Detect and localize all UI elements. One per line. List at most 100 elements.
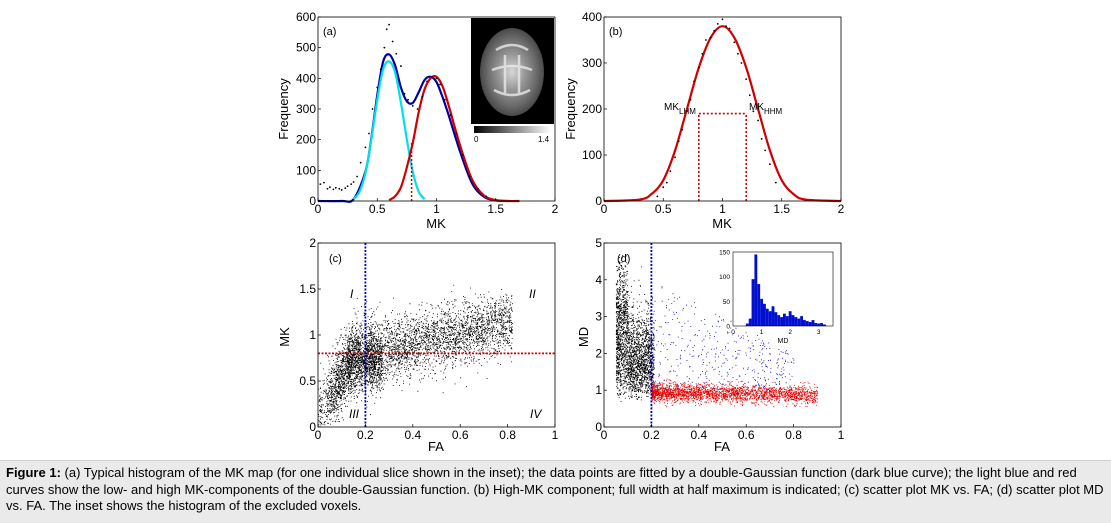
data-point bbox=[485, 195, 488, 198]
x-tick-label: 0.4 bbox=[690, 428, 707, 442]
y-tick-label: 1 bbox=[309, 328, 316, 342]
panel-d-frame bbox=[603, 242, 842, 428]
panel-a-ylabel: Frequency bbox=[276, 78, 291, 140]
y-tick-label: 1 bbox=[595, 383, 602, 397]
x-tick-label: 1.5 bbox=[487, 202, 504, 216]
inset-y-tick-label: 100 bbox=[719, 274, 730, 281]
included-voxels bbox=[615, 254, 655, 402]
inset-bar bbox=[803, 320, 806, 326]
y-tick-label: 1.5 bbox=[299, 282, 316, 296]
y-tick-label: 200 bbox=[582, 102, 602, 116]
inset-xlabel: MD bbox=[778, 338, 789, 345]
x-tick-label: 0.8 bbox=[785, 428, 802, 442]
inset-bar bbox=[808, 322, 812, 326]
x-tick-label: 0 bbox=[315, 428, 322, 442]
y-tick-label: 0 bbox=[309, 194, 316, 208]
data-point bbox=[468, 175, 471, 178]
data-point bbox=[344, 187, 347, 190]
x-tick-label: 2 bbox=[552, 202, 559, 216]
data-point bbox=[449, 114, 452, 117]
panel-d: (d) 0 0.2 0.4 0.6 0.8 1 0 1 2 3 4 5 FA MD 0 1 2 3 0 50… bbox=[576, 236, 845, 454]
data-point bbox=[400, 65, 402, 67]
inset-y-tick-label: 50 bbox=[723, 299, 731, 306]
data-point bbox=[669, 170, 672, 173]
data-point bbox=[338, 187, 341, 190]
data-point bbox=[709, 36, 712, 39]
series-line bbox=[352, 60, 426, 200]
inset-bar bbox=[780, 317, 783, 326]
inset-y-tick-label: 150 bbox=[719, 250, 730, 257]
x-tick-label: 1 bbox=[719, 202, 726, 216]
inset-bar bbox=[811, 320, 815, 326]
data-point bbox=[705, 39, 707, 41]
data-point bbox=[716, 23, 719, 25]
y-tick-label: 100 bbox=[582, 148, 602, 162]
x-tick-label: 0.6 bbox=[738, 428, 755, 442]
data-point bbox=[764, 149, 767, 152]
data-point bbox=[332, 188, 335, 191]
y-tick-label: 2 bbox=[309, 236, 316, 250]
data-point bbox=[435, 77, 438, 80]
y-tick-label: 0 bbox=[595, 194, 602, 208]
data-point bbox=[430, 75, 433, 78]
panel-c-label: (c) bbox=[329, 253, 342, 265]
x-tick-label: 1.5 bbox=[773, 202, 790, 216]
data-point bbox=[701, 52, 704, 55]
data-point bbox=[713, 29, 716, 32]
data-point bbox=[319, 183, 322, 186]
series-line bbox=[388, 75, 520, 203]
data-point bbox=[455, 132, 458, 135]
data-point bbox=[383, 46, 386, 49]
data-point bbox=[697, 66, 700, 69]
x-tick-label: 0.2 bbox=[643, 428, 660, 442]
colorbar bbox=[474, 126, 551, 133]
data-point bbox=[407, 98, 409, 101]
colorbar-min: 0 bbox=[474, 135, 479, 144]
data-point bbox=[340, 189, 343, 191]
scatter-points bbox=[318, 284, 513, 426]
figure-caption: Figure 1: (a) Typical histogram of the M… bbox=[0, 460, 1111, 523]
inset-bar bbox=[797, 318, 801, 326]
panel-d-ylabel: MD bbox=[576, 327, 591, 347]
x-tick-label: 0 bbox=[601, 428, 608, 442]
data-point bbox=[752, 110, 755, 113]
inset-bar bbox=[788, 311, 792, 326]
y-tick-label: 300 bbox=[582, 56, 602, 70]
data-point bbox=[681, 128, 684, 131]
data-point bbox=[391, 40, 394, 43]
data-point bbox=[356, 175, 359, 178]
panel-b-frame bbox=[603, 16, 842, 202]
panel-a-xlabel: MK bbox=[426, 216, 446, 231]
data-point bbox=[677, 140, 680, 143]
panel-b-xlabel: MK bbox=[712, 216, 732, 231]
panel-c-frame bbox=[317, 242, 556, 428]
quadrant-I: I bbox=[350, 287, 354, 301]
colorbar-max: 1.4 bbox=[538, 135, 550, 144]
data-point bbox=[364, 146, 367, 149]
data-point bbox=[725, 25, 727, 28]
data-point bbox=[371, 108, 374, 110]
data-point bbox=[352, 181, 355, 183]
data-point bbox=[748, 94, 751, 97]
data-point bbox=[477, 187, 479, 190]
data-point bbox=[693, 80, 695, 83]
inset-bar bbox=[791, 315, 795, 326]
y-tick-label: 300 bbox=[296, 102, 316, 116]
inset-y-tick-label: 0 bbox=[726, 324, 730, 331]
data-point bbox=[439, 83, 441, 86]
data-point bbox=[461, 154, 464, 156]
high-fa-voxels bbox=[651, 376, 819, 408]
brain-inset: 0 1.4 bbox=[471, 18, 554, 144]
inset-bar bbox=[817, 323, 821, 326]
data-point bbox=[757, 119, 759, 122]
panel-c-xlabel: FA bbox=[428, 439, 444, 454]
data-point bbox=[326, 187, 329, 190]
brain-image bbox=[480, 28, 544, 116]
y-tick-label: 200 bbox=[296, 133, 316, 147]
data-point bbox=[774, 181, 777, 184]
x-tick-label: 1 bbox=[552, 428, 559, 442]
mk-hhm-label: MKHHM bbox=[749, 102, 783, 116]
quadrant-II: II bbox=[529, 287, 536, 301]
inset-bar bbox=[754, 254, 758, 326]
